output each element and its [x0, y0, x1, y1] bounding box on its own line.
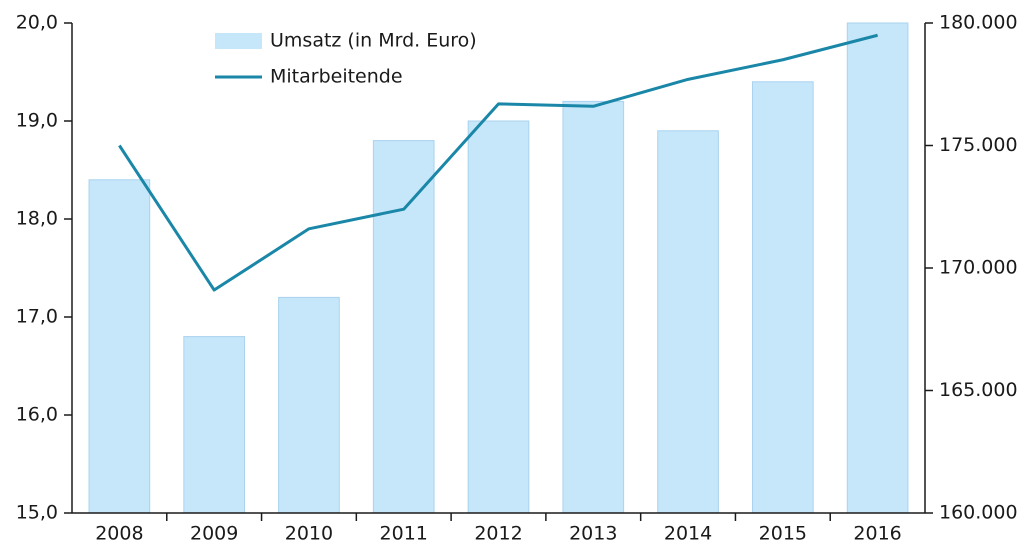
y-tick-label: 15,0 [16, 502, 58, 524]
x-tick-label: 2009 [190, 523, 238, 545]
x-tick-label: 2010 [285, 523, 333, 545]
x-tick-label: 2011 [380, 523, 428, 545]
bar [278, 296, 340, 514]
y2-tick-label: 160.000 [939, 502, 1018, 524]
legend-label: Umsatz (in Mrd. Euro) [270, 30, 477, 52]
bar [467, 120, 530, 514]
y-tick-label: 16,0 [16, 404, 58, 426]
x-tick-label: 2016 [853, 523, 901, 545]
y2-tick-label: 175.000 [939, 134, 1018, 156]
bar [183, 336, 245, 514]
y2-tick-label: 170.000 [939, 257, 1018, 279]
x-tick-label: 2015 [759, 523, 807, 545]
bar [657, 130, 719, 514]
y-tick-label: 17,0 [16, 306, 58, 328]
x-tick-label: 2013 [569, 523, 617, 545]
line [118, 33, 878, 292]
bar [562, 100, 625, 514]
x-tick-label: 2012 [474, 523, 522, 545]
y2-tick-label: 165.000 [939, 379, 1018, 401]
y-tick-label: 19,0 [16, 110, 58, 132]
x-tick-label: 2014 [664, 523, 712, 545]
legend-label: Mitarbeitende [270, 66, 403, 88]
bar [372, 140, 435, 514]
bar [752, 81, 814, 514]
y-tick-label: 18,0 [16, 208, 58, 230]
y-tick-label: 20,0 [16, 12, 58, 34]
legend-swatch [215, 33, 262, 49]
bar [846, 22, 909, 514]
y2-tick-label: 180.000 [939, 12, 1018, 34]
x-tick-label: 2008 [95, 523, 143, 545]
bar [88, 179, 151, 514]
